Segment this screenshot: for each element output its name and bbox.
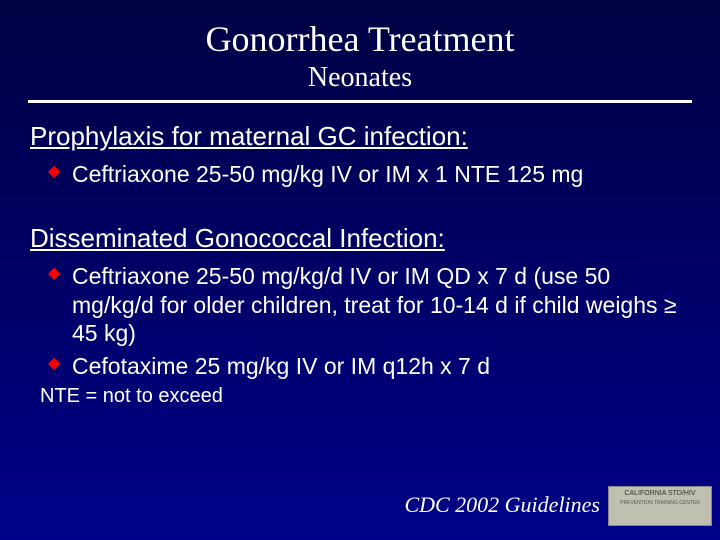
bullet-ceftriaxone-prophylaxis: Ceftriaxone 25-50 mg/kg IV or IM x 1 NTE…: [72, 160, 680, 189]
section-heading-prophylaxis: Prophylaxis for maternal GC infection:: [30, 121, 720, 152]
title-rule: [28, 100, 692, 103]
bullet-ceftriaxone-dgi: Ceftriaxone 25-50 mg/kg/d IV or IM QD x …: [72, 262, 680, 348]
slide-subtitle: Neonates: [0, 60, 720, 94]
logo-line2: PREVENTION TRAINING CENTER: [611, 501, 709, 507]
section-heading-disseminated: Disseminated Gonococcal Infection:: [30, 223, 720, 254]
slide-title: Gonorrhea Treatment: [0, 0, 720, 60]
logo-ca-std-hiv: CALIFORNIA STD/HIV PREVENTION TRAINING C…: [608, 486, 712, 526]
bullet-cefotaxime: Cefotaxime 25 mg/kg IV or IM q12h x 7 d: [72, 352, 680, 381]
footnote-nte: NTE = not to exceed: [40, 385, 720, 408]
citation-cdc: CDC 2002 Guidelines: [404, 492, 600, 518]
logo-line1: CALIFORNIA STD/HIV: [611, 490, 709, 498]
